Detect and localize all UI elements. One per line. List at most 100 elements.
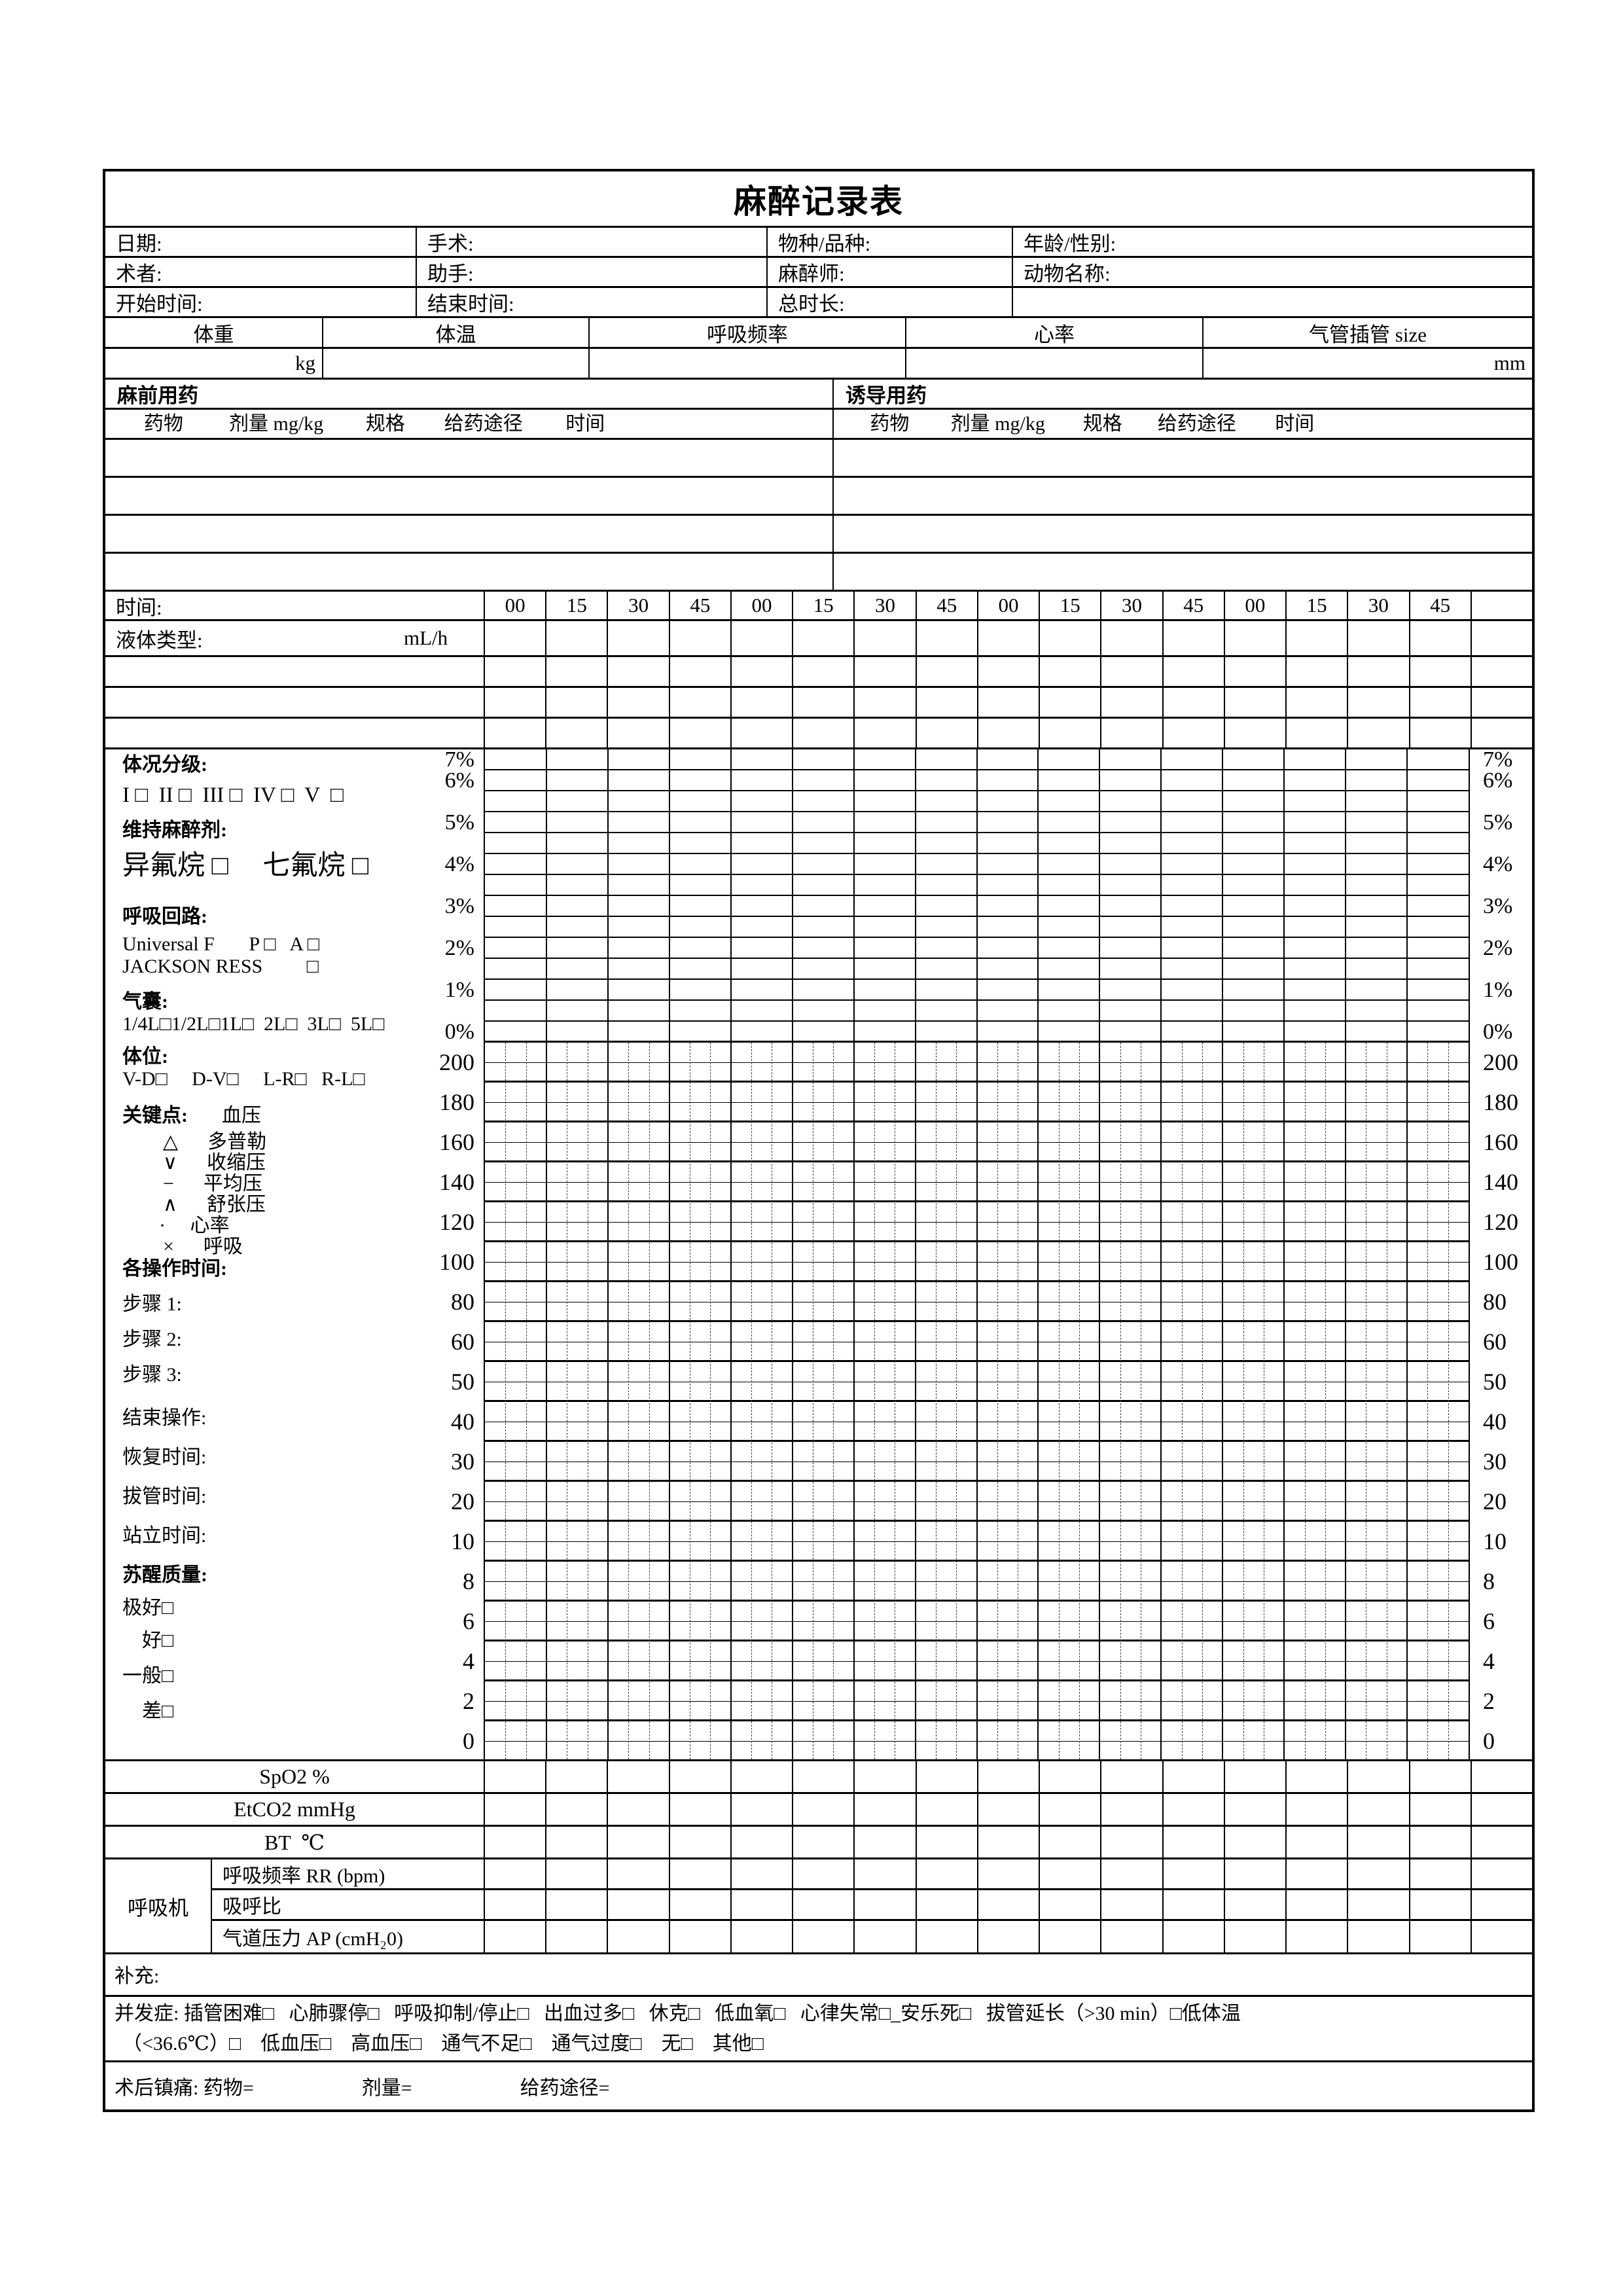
fluid-cell	[1164, 621, 1225, 655]
drug-entry-cell	[105, 440, 834, 476]
time-slot-cell: 30	[1348, 592, 1410, 619]
ventilator-cell	[917, 1890, 978, 1919]
grid-dashed-line	[751, 1043, 753, 1759]
bp-scale-label: 120	[1483, 1209, 1518, 1235]
fluid-entry-label-cell	[105, 657, 485, 686]
time-slot-cell	[1472, 592, 1532, 619]
bp-scale-label: 160	[1483, 1129, 1518, 1155]
fluid-cell	[1348, 688, 1410, 717]
ventilator-cell	[1348, 1921, 1410, 1952]
drug-entry-cell	[105, 516, 834, 552]
ventilator-cell	[485, 1921, 547, 1952]
info-label: 动物名称:	[1024, 262, 1111, 285]
premed-title-cell: 麻前用药	[105, 380, 834, 408]
grid-dashed-line	[710, 1043, 711, 1759]
chart-grid	[485, 749, 1470, 1759]
bp-scale-label: 40	[1483, 1408, 1507, 1435]
condition-grade-options: I □ II □ III □ IV □ V □	[122, 783, 344, 807]
ventilator-cell	[1472, 1859, 1532, 1888]
ventilator-cell	[546, 1890, 609, 1919]
fluid-unit-label: mL/h	[404, 626, 448, 649]
info-cell: 日期:	[105, 228, 417, 256]
bp-scale-label: 0	[463, 1728, 474, 1754]
anesthetic-options: 异氟烷 □ 七氟烷 □	[122, 851, 369, 881]
keypoints-label: 关键点:	[122, 1105, 188, 1126]
condition-grade-label: 体况分级:	[122, 754, 207, 776]
monitor-cell	[1410, 1794, 1472, 1825]
grid-column-line	[545, 749, 547, 1041]
fluid-cell	[485, 688, 547, 717]
bp-scale-label: 6	[1483, 1608, 1495, 1634]
fluid-cell	[917, 621, 978, 655]
bp-scale-label: 200	[1483, 1049, 1518, 1075]
info-cell: 开始时间:	[105, 288, 417, 316]
ventilator-cell	[855, 1859, 917, 1888]
info-cell: 年龄/性别:	[1013, 228, 1532, 256]
position-options: V-D□ D-V□ L-R□ R-L□	[122, 1068, 365, 1090]
monitor-cell	[546, 1761, 609, 1792]
ventilator-block: 呼吸机 呼吸频率 RR (bpm) 吸呼比 气道压力 AP (cmH₂0)	[105, 1859, 1532, 1954]
grid-column-line	[976, 1043, 978, 1759]
grid-column-line	[1406, 1043, 1408, 1759]
percent-scale-label: 4%	[444, 852, 474, 876]
grid-column-line	[607, 749, 609, 1041]
ventilator-cell	[732, 1859, 794, 1888]
med-column-label: 给药途径	[444, 412, 523, 435]
fluid-cell	[1410, 688, 1472, 717]
percent-scale-label: 3%	[1483, 894, 1513, 918]
bp-scale-label: 200	[439, 1049, 474, 1075]
ventilator-cell	[1101, 1859, 1164, 1888]
bp-scale-label: 2	[463, 1688, 474, 1714]
chart-right-panel: 7% 6% 5% 4% 3% 2% 1% 0% 200 180 160 140 120 100 80 60 50…	[1470, 749, 1532, 1759]
fluid-cell	[485, 621, 547, 655]
monitor-cell	[1287, 1761, 1349, 1792]
fluid-entry-row	[105, 719, 1532, 749]
fluid-cell	[1101, 621, 1164, 655]
fluid-cell	[1040, 688, 1102, 717]
bp-scale-label: 8	[1483, 1568, 1495, 1594]
drug-entry-row	[105, 554, 1532, 592]
ventilator-cell	[1040, 1859, 1102, 1888]
monitor-cell	[855, 1794, 917, 1825]
fluid-cell	[855, 621, 917, 655]
vitals-header-label: 体重	[193, 323, 234, 346]
ventilator-cell	[855, 1890, 917, 1919]
grid-dashed-line	[649, 1043, 650, 1759]
fluid-cell	[1164, 657, 1225, 686]
legend-diastolic: ∧ 舒张压	[163, 1194, 266, 1215]
percent-scale-label: 6%	[1483, 768, 1513, 793]
fluid-cell	[1348, 621, 1410, 655]
monitor-cell	[670, 1827, 732, 1857]
monitor-cell	[1225, 1827, 1287, 1857]
bp-scale-label: 80	[451, 1289, 474, 1315]
airbag-label: 气囊:	[122, 991, 168, 1013]
ventilator-row: 呼吸频率 RR (bpm)	[212, 1859, 1532, 1890]
monitor-cell	[1225, 1761, 1287, 1792]
fluid-cell	[670, 657, 732, 686]
standing-time-label: 站立时间:	[122, 1525, 207, 1547]
fluid-type-label: 液体类型:	[116, 628, 203, 652]
info-label: 年龄/性别:	[1024, 232, 1116, 255]
bp-scale-label: 50	[1483, 1369, 1507, 1395]
ventilator-cell	[978, 1859, 1041, 1888]
monitor-cell	[1348, 1794, 1410, 1825]
bp-scale-label: 120	[439, 1209, 474, 1235]
vitals-header-cell: 气管插管 size	[1204, 318, 1532, 347]
info-cell: 手术:	[417, 228, 768, 256]
ventilator-cell	[608, 1921, 670, 1952]
grid-column-line	[730, 749, 732, 1041]
ventilator-cell	[732, 1890, 794, 1919]
info-cell	[1013, 288, 1532, 316]
grid-dashed-line	[1079, 1043, 1080, 1759]
bp-scale-label: 30	[1483, 1448, 1507, 1475]
info-label: 助手:	[427, 262, 474, 285]
end-operation-label: 结束操作:	[122, 1407, 207, 1429]
bp-scale-label: 60	[1483, 1329, 1507, 1355]
grid-column-line	[1222, 1043, 1224, 1759]
ventilator-cell	[1287, 1859, 1349, 1888]
ventilator-cell	[978, 1921, 1041, 1952]
step3-label: 步骤 3:	[122, 1364, 182, 1386]
grid-column-line	[1283, 749, 1285, 1041]
postop-analgesia-row: 术后镇痛: 药物= 剂量= 给药途径=	[105, 2062, 1532, 2109]
monitor-cell	[1164, 1761, 1225, 1792]
